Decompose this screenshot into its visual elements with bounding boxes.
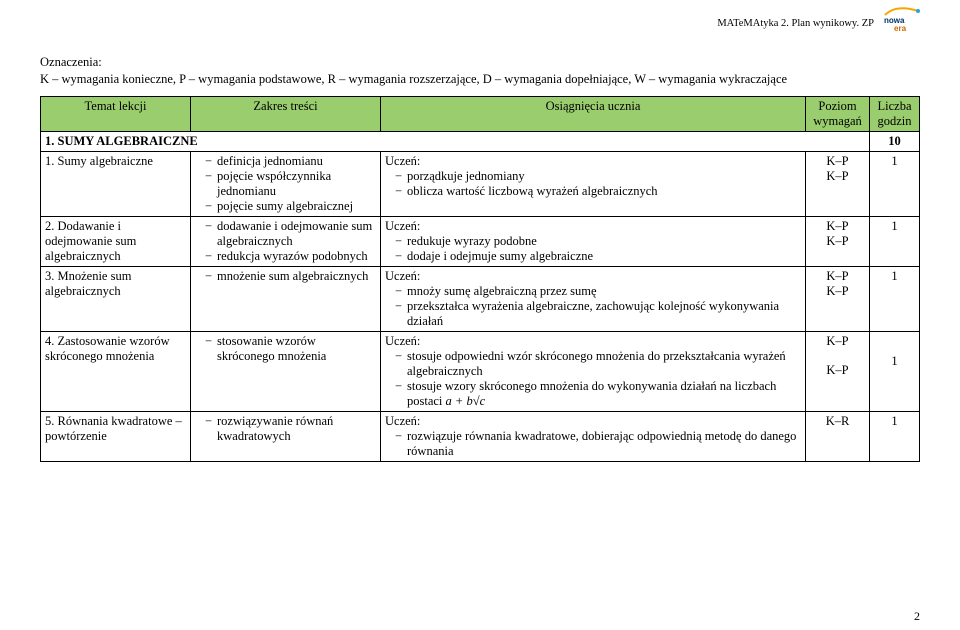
list-item: przekształca wyrażenia algebraiczne, zac…	[395, 299, 801, 329]
list-item: pojęcie współczynnika jednomianu	[205, 169, 376, 199]
list-item: rozwiązuje równania kwadratowe, dobieraj…	[395, 429, 801, 459]
legend-heading: Oznaczenia:	[40, 54, 920, 71]
godz-value: 1	[874, 334, 915, 369]
table-row: 2. Dodawanie i odejmowanie sum algebraic…	[41, 216, 920, 266]
uczen-label: Uczeń:	[385, 414, 801, 429]
cell-temat: 5. Równania kwadratowe – powtórzenie	[41, 411, 191, 461]
brand-logo: nowa era	[884, 10, 920, 36]
cell-temat: 2. Dodawanie i odejmowanie sum algebraic…	[41, 216, 191, 266]
cell-poziom: K–P K–P	[806, 151, 870, 216]
col-temat-header: Temat lekcji	[41, 96, 191, 131]
poziom-entry: K–P	[826, 169, 848, 184]
cell-temat: 3. Mnożenie sum algebraicznych	[41, 266, 191, 331]
running-header: MATeMAtyka 2. Plan wynikowy. ZP nowa era	[717, 10, 920, 36]
cell-poziom: K–P K–P	[806, 216, 870, 266]
table-row: 1. Sumy algebraiczne definicja jednomian…	[41, 151, 920, 216]
list-item: redukuje wyrazy podobne	[395, 234, 801, 249]
cell-godz: 1	[870, 411, 920, 461]
uczen-label: Uczeń:	[385, 334, 801, 349]
table-row: 3. Mnożenie sum algebraicznych mnożenie …	[41, 266, 920, 331]
cell-osig: Uczeń: redukuje wyrazy podobne dodaje i …	[381, 216, 806, 266]
cell-godz: 1	[870, 266, 920, 331]
section-hours: 10	[870, 131, 920, 151]
section-row: 1. SUMY ALGEBRAICZNE 10	[41, 131, 920, 151]
cell-zakres: mnożenie sum algebraicznych	[191, 266, 381, 331]
poziom-entry: K–P	[826, 334, 848, 349]
list-item: dodaje i odejmuje sumy algebraiczne	[395, 249, 801, 264]
logo-text-2: era	[894, 24, 906, 33]
table-row: 4. Zastosowanie wzorów skróconego mnożen…	[41, 331, 920, 411]
cell-osig: Uczeń: porządkuje jednomiany oblicza war…	[381, 151, 806, 216]
uczen-label: Uczeń:	[385, 269, 801, 284]
poziom-entry: K–P	[826, 219, 848, 234]
poziom-entry: K–P	[826, 269, 848, 284]
poziom-entry: K–P	[826, 234, 848, 249]
list-item: definicja jednomianu	[205, 154, 376, 169]
cell-temat: 4. Zastosowanie wzorów skróconego mnożen…	[41, 331, 191, 411]
table-header: Temat lekcji Zakres treści Osiągnięcia u…	[41, 96, 920, 131]
math-expr: a + b√c	[446, 394, 486, 408]
list-item: rozwiązywanie równań kwadratowych	[205, 414, 376, 444]
cell-godz: 1	[870, 151, 920, 216]
cell-osig: Uczeń: rozwiązuje równania kwadratowe, d…	[381, 411, 806, 461]
doc-title: MATeMAtyka 2. Plan wynikowy. ZP	[717, 18, 874, 29]
uczen-label: Uczeń:	[385, 154, 801, 169]
cell-poziom: K–P K–P	[806, 331, 870, 411]
poziom-entry: K–P	[826, 284, 848, 299]
list-item: oblicza wartość liczbową wyrażeń algebra…	[395, 184, 801, 199]
poziom-entry: K–R	[826, 414, 850, 429]
cell-poziom: K–P K–P	[806, 266, 870, 331]
curriculum-table: Temat lekcji Zakres treści Osiągnięcia u…	[40, 96, 920, 462]
table-row: 5. Równania kwadratowe – powtórzenie roz…	[41, 411, 920, 461]
list-item: stosuje wzory skróconego mnożenia do wyk…	[395, 379, 801, 409]
legend-block: Oznaczenia: K – wymagania konieczne, P –…	[40, 54, 920, 88]
list-item: stosuje odpowiedni wzór skróconego mnoże…	[395, 349, 801, 379]
col-zakres-header: Zakres treści	[191, 96, 381, 131]
poziom-entry: K–P	[826, 363, 848, 378]
cell-osig: Uczeń: stosuje odpowiedni wzór skróconeg…	[381, 331, 806, 411]
cell-poziom: K–R	[806, 411, 870, 461]
cell-zakres: rozwiązywanie równań kwadratowych	[191, 411, 381, 461]
list-item: pojęcie sumy algebraicznej	[205, 199, 376, 214]
cell-godz: 1	[870, 216, 920, 266]
col-godz-header: Liczba godzin	[870, 96, 920, 131]
list-item: dodawanie i odejmowanie sum algebraiczny…	[205, 219, 376, 249]
poziom-entry: K–P	[826, 154, 848, 169]
list-item: mnoży sumę algebraiczną przez sumę	[395, 284, 801, 299]
cell-zakres: definicja jednomianu pojęcie współczynni…	[191, 151, 381, 216]
list-item: mnożenie sum algebraicznych	[205, 269, 376, 284]
list-item: stosowanie wzorów skróconego mnożenia	[205, 334, 376, 364]
col-poziom-header: Poziom wymagań	[806, 96, 870, 131]
cell-zakres: stosowanie wzorów skróconego mnożenia	[191, 331, 381, 411]
page: MATeMAtyka 2. Plan wynikowy. ZP nowa era…	[0, 0, 960, 462]
col-osig-header: Osiągnięcia ucznia	[381, 96, 806, 131]
cell-zakres: dodawanie i odejmowanie sum algebraiczny…	[191, 216, 381, 266]
list-item: redukcja wyrazów podobnych	[205, 249, 376, 264]
cell-temat: 1. Sumy algebraiczne	[41, 151, 191, 216]
list-item: porządkuje jednomiany	[395, 169, 801, 184]
cell-osig: Uczeń: mnoży sumę algebraiczną przez sum…	[381, 266, 806, 331]
legend-text: K – wymagania konieczne, P – wymagania p…	[40, 71, 920, 88]
section-title: 1. SUMY ALGEBRAICZNE	[41, 131, 870, 151]
cell-godz: 1	[870, 331, 920, 411]
uczen-label: Uczeń:	[385, 219, 801, 234]
page-number: 2	[914, 609, 920, 624]
